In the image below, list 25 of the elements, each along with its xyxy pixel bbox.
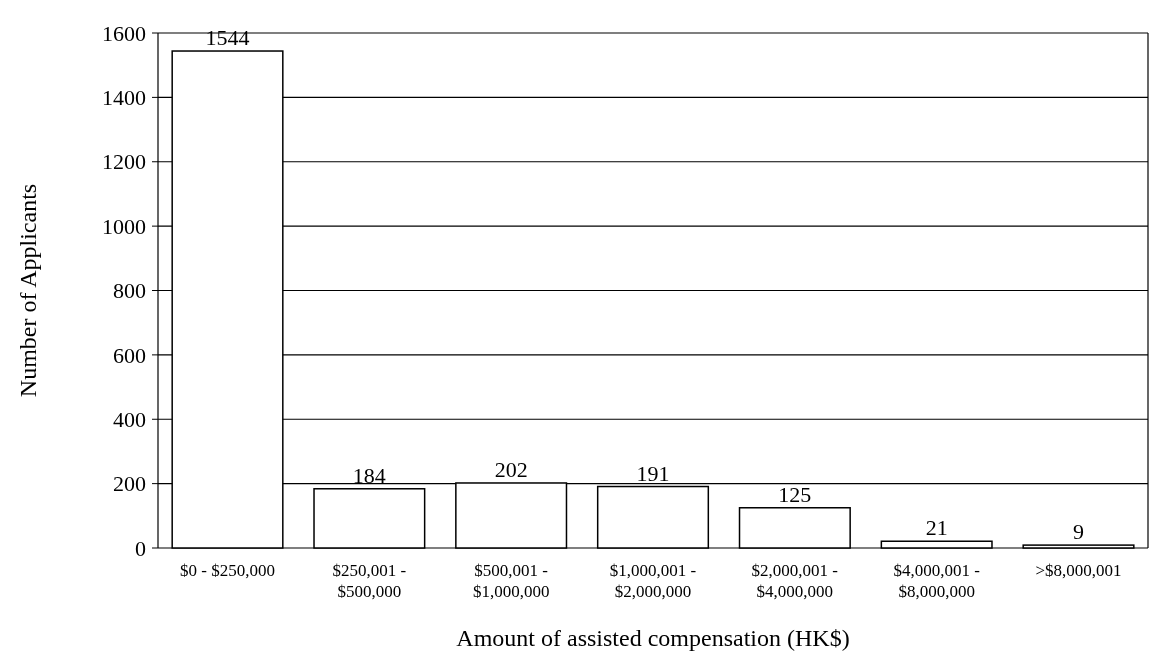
y-tick-label: 1400 [102, 85, 146, 111]
y-tick-label: 200 [113, 471, 146, 497]
y-tick-label: 1000 [102, 213, 146, 239]
x-tick-label: $2,000,001 - $4,000,000 [751, 561, 839, 601]
y-tick-label: 1200 [102, 149, 146, 175]
y-tick-label: 0 [135, 535, 146, 561]
x-tick-label: $500,001 - $1,000,000 [472, 561, 550, 601]
y-tick-label: 1600 [102, 20, 146, 46]
y-tick-label: 400 [113, 406, 146, 432]
data-label: 1544 [205, 25, 250, 51]
data-label: 9 [1073, 519, 1084, 545]
data-label: 21 [925, 515, 948, 541]
x-tick-label: $1,000,001 - $2,000,000 [609, 561, 697, 601]
y-tick-label: 600 [113, 342, 146, 368]
data-label: 191 [636, 460, 670, 486]
data-label: 202 [494, 456, 528, 482]
x-axis-title: Amount of assisted compensation (HK$) [456, 625, 850, 651]
data-label: 125 [778, 481, 812, 507]
y-axis-title: Number of Applicants [15, 183, 41, 398]
x-tick-label: $0 - $250,000 [180, 561, 275, 580]
x-tick-label: $250,001 - $500,000 [332, 561, 407, 601]
x-tick-label: $4,000,001 - $8,000,000 [893, 561, 981, 601]
data-label: 184 [352, 462, 386, 488]
x-tick-label: >$8,000,001 [1035, 561, 1122, 580]
y-tick-label: 800 [113, 278, 146, 304]
